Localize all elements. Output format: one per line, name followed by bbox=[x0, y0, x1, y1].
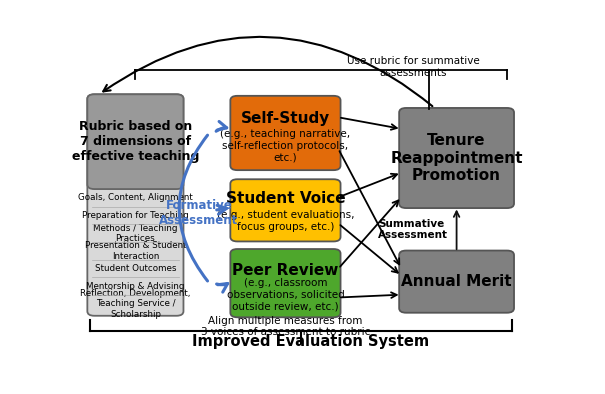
Text: Methods / Teaching
Practices: Methods / Teaching Practices bbox=[93, 223, 178, 243]
Text: Improved Evaluation System: Improved Evaluation System bbox=[192, 334, 428, 349]
FancyBboxPatch shape bbox=[399, 108, 514, 208]
FancyBboxPatch shape bbox=[231, 179, 341, 242]
Text: Rubric based on
7 dimensions of
effective teaching: Rubric based on 7 dimensions of effectiv… bbox=[72, 120, 199, 163]
Text: Student Voice: Student Voice bbox=[226, 191, 345, 206]
Text: Self-Study: Self-Study bbox=[241, 111, 330, 126]
Text: Summative
Assessment: Summative Assessment bbox=[378, 219, 448, 240]
Text: Reflection, Development,
Teaching Service /
Scholarship: Reflection, Development, Teaching Servic… bbox=[80, 289, 191, 319]
FancyBboxPatch shape bbox=[231, 96, 341, 170]
Text: (e.g., classroom
observations, solicited
outside review, etc.): (e.g., classroom observations, solicited… bbox=[226, 278, 344, 312]
Text: Annual Merit: Annual Merit bbox=[401, 274, 512, 289]
Text: (e.g., student evaluations,
focus groups, etc.): (e.g., student evaluations, focus groups… bbox=[217, 210, 354, 232]
Text: (e.g., teaching narrative,
self-reflection protocols,
etc.): (e.g., teaching narrative, self-reflecti… bbox=[220, 129, 350, 162]
FancyBboxPatch shape bbox=[87, 94, 183, 189]
Text: Presentation & Student
Interaction: Presentation & Student Interaction bbox=[85, 241, 186, 260]
Text: Formative
Assessment: Formative Assessment bbox=[159, 199, 238, 227]
FancyBboxPatch shape bbox=[231, 249, 341, 317]
Text: Peer Review: Peer Review bbox=[232, 263, 339, 278]
Text: Preparation for Teaching: Preparation for Teaching bbox=[82, 211, 189, 220]
FancyBboxPatch shape bbox=[87, 94, 183, 316]
Text: Goals, Content, Alignment: Goals, Content, Alignment bbox=[78, 193, 193, 203]
Text: Align multiple measures from
3 voices of assessment to rubric: Align multiple measures from 3 voices of… bbox=[200, 316, 370, 337]
Text: Tenure
Reappointment
Promotion: Tenure Reappointment Promotion bbox=[390, 133, 523, 183]
Text: Mentorship & Advising: Mentorship & Advising bbox=[86, 282, 185, 291]
FancyBboxPatch shape bbox=[399, 251, 514, 313]
Text: Student Outcomes: Student Outcomes bbox=[94, 264, 176, 273]
Text: Use rubric for summative
assessments: Use rubric for summative assessments bbox=[347, 56, 480, 78]
